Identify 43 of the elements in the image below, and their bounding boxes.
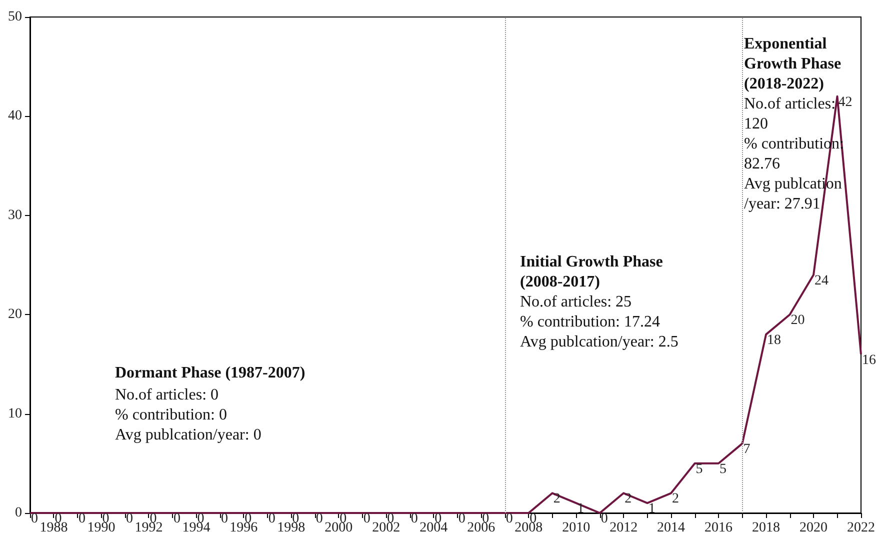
data-label: 0	[600, 512, 608, 526]
data-label: 0	[268, 512, 276, 526]
x-tick-label: 2018	[752, 520, 780, 536]
data-label: 24	[814, 273, 829, 288]
data-label: 0	[316, 512, 323, 526]
y-tick-label: 10	[8, 406, 22, 422]
data-label: 2	[672, 492, 680, 507]
x-tick-label: 2022	[847, 520, 875, 536]
x-tick-label: 2010	[562, 520, 590, 536]
annotation: Dormant Phase (1987-2007)	[115, 364, 306, 382]
data-label: 5	[720, 462, 727, 477]
x-tick-label: 2016	[704, 520, 733, 536]
y-tick-label: 40	[8, 108, 22, 124]
y-tick-label: 0	[15, 506, 22, 520]
x-tick-label: 2020	[800, 520, 828, 536]
data-label: 0	[220, 512, 228, 526]
annotation: Initial Growth Phase (2008-2017)	[520, 254, 663, 290]
data-label: 0	[363, 512, 370, 526]
data-label: 0	[173, 512, 180, 526]
data-label: 7	[743, 442, 750, 458]
y-tick-label: 30	[8, 208, 22, 223]
data-label: 0	[410, 512, 418, 526]
data-label: 2	[553, 492, 560, 507]
data-label: 20	[790, 313, 805, 328]
data-label: 0	[506, 512, 513, 526]
annotation: No.of articles: 25 % contribution: 17.24 Avg publcation/year: 2.5	[520, 294, 678, 350]
data-label: 5	[696, 462, 703, 477]
data-label: 18	[767, 332, 782, 348]
x-tick-label: 2014	[657, 520, 686, 536]
x-tick-label: 2012	[610, 520, 638, 536]
data-label: 0	[31, 512, 38, 526]
data-label: 16	[862, 352, 876, 368]
data-label: 42	[838, 94, 852, 110]
data-label: 0	[458, 512, 466, 526]
data-label: 2	[624, 492, 632, 507]
y-tick-label: 50	[8, 10, 22, 24]
data-label: 0	[78, 512, 86, 526]
data-label: 0	[126, 512, 133, 526]
annotation: Exponential Growth Phase (2018-2022)	[744, 36, 842, 92]
y-tick-label: 20	[8, 307, 22, 322]
annotation: No.of articles: 0 % contribution: 0 Avg publcation/year: 0	[115, 386, 262, 444]
data-label: 1	[577, 502, 584, 517]
data-label: 1	[648, 502, 656, 517]
